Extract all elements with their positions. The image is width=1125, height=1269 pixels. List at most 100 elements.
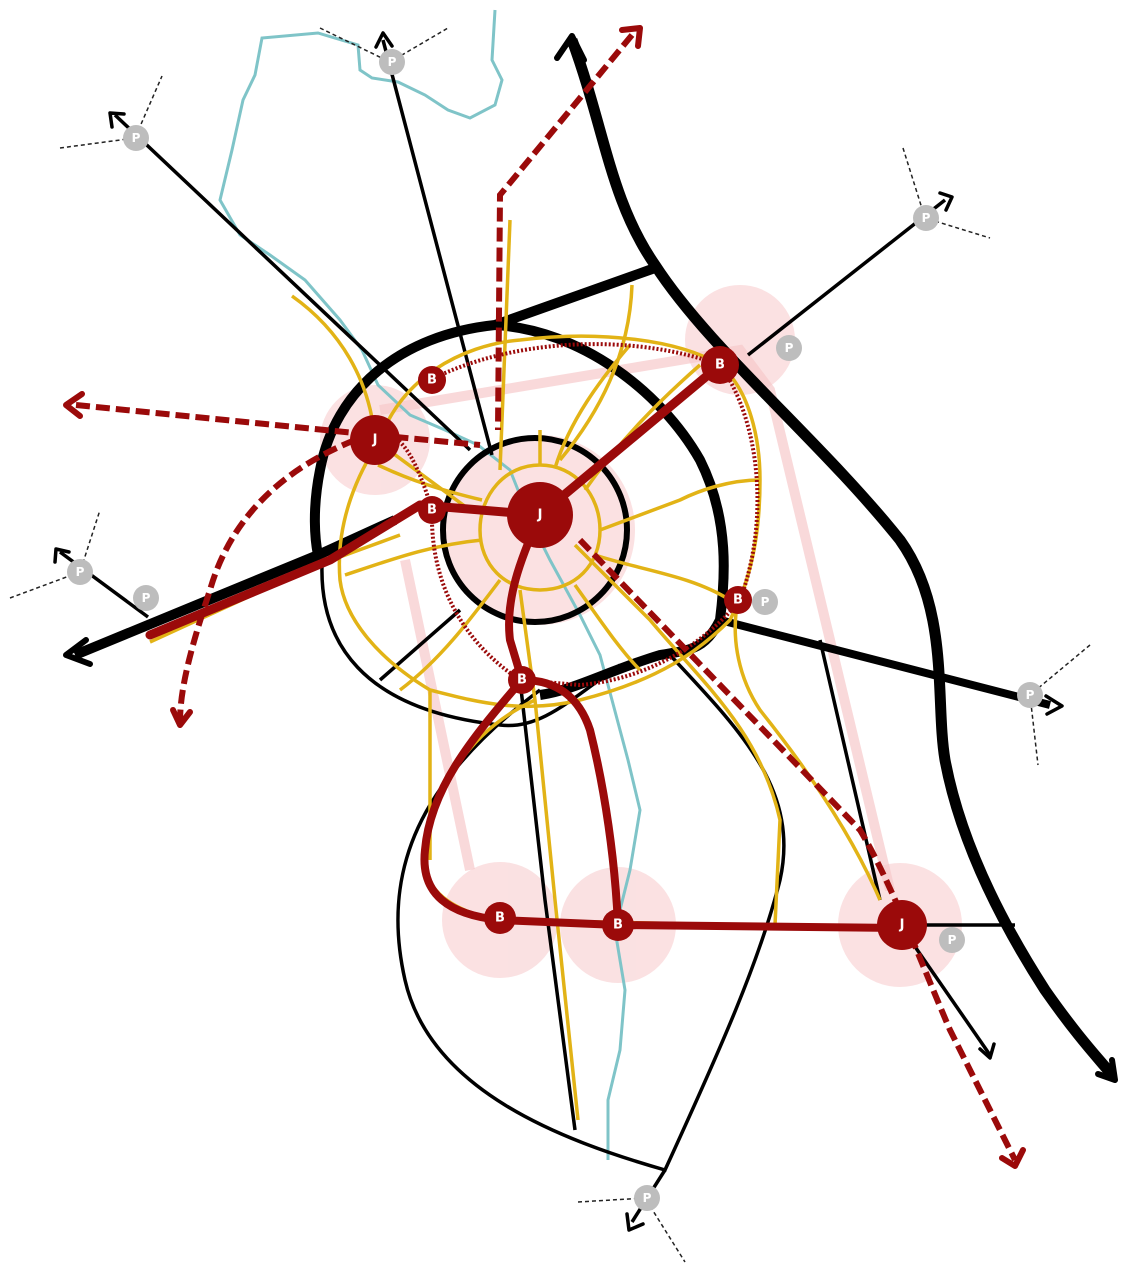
arrow-north bbox=[374, 31, 394, 49]
junction-south-east[interactable]: J bbox=[877, 900, 927, 950]
parking-north-label: P bbox=[388, 55, 397, 69]
arrow-south bbox=[625, 1212, 645, 1232]
parking-markers: P P P P P P P P bbox=[67, 49, 1043, 1211]
motorway-west bbox=[73, 515, 398, 660]
bus-station-north-east-label: B bbox=[715, 358, 725, 373]
arrow-north-west bbox=[108, 111, 126, 129]
parking-north-west[interactable]: P bbox=[123, 125, 149, 151]
parking-access-north-west bbox=[59, 75, 163, 149]
road-arrows bbox=[63, 33, 1118, 1083]
regional-rail-arrow-north bbox=[619, 25, 643, 49]
regional-rail-arrow-south-west bbox=[170, 707, 193, 728]
bus-stations: B B B B B B B bbox=[418, 346, 752, 941]
arrow-north-east bbox=[938, 191, 954, 212]
regional-rail-south-east bbox=[577, 537, 1018, 1162]
regional-rail-heads bbox=[63, 25, 1026, 1169]
bus-station-north-west[interactable]: B bbox=[418, 366, 446, 394]
arrow-south-east-motorway bbox=[1095, 1057, 1118, 1083]
bus-station-south[interactable]: B bbox=[508, 666, 536, 694]
bus-station-south-center[interactable]: B bbox=[602, 909, 634, 941]
bus-spoke-4 bbox=[573, 583, 642, 672]
bus-station-south-center-label: B bbox=[613, 918, 623, 933]
bus-station-north-east[interactable]: B bbox=[701, 346, 739, 384]
bus-station-south-west-label: B bbox=[495, 911, 505, 926]
road-north-west bbox=[113, 113, 472, 452]
local-roads bbox=[58, 39, 1015, 1223]
bus-south-east-diagonal bbox=[573, 543, 782, 926]
parking-south-label: P bbox=[643, 1191, 652, 1205]
parking-south-east[interactable]: P bbox=[939, 927, 965, 953]
arterial-east bbox=[719, 616, 1051, 709]
river bbox=[218, 9, 642, 1160]
catchment-links bbox=[379, 344, 895, 892]
regional-rail-north bbox=[495, 33, 635, 431]
bus-west-arterial bbox=[149, 533, 401, 644]
bus-inner-ring bbox=[478, 463, 602, 592]
junction-center-label: J bbox=[537, 508, 543, 523]
ring-road-outer bbox=[309, 263, 729, 700]
parking-south[interactable]: P bbox=[634, 1185, 660, 1211]
bus-spoke-9 bbox=[553, 343, 632, 469]
arrow-north-motorway bbox=[554, 33, 587, 63]
rail-south-branch bbox=[518, 676, 622, 929]
parking-access-west bbox=[9, 509, 101, 599]
main-roads bbox=[73, 38, 1117, 1079]
road-north-east bbox=[746, 198, 947, 357]
parking-east-ring-label: P bbox=[761, 595, 770, 609]
road-inner-south bbox=[378, 608, 462, 682]
regional-rail-arrow-south-east bbox=[999, 1147, 1026, 1169]
bus-station-west-label: B bbox=[427, 503, 437, 518]
junction-center[interactable]: J bbox=[507, 482, 573, 548]
bus-spoke-5 bbox=[398, 578, 502, 692]
bus-station-east-label: B bbox=[733, 593, 743, 608]
bus-north-radial bbox=[558, 284, 634, 462]
parking-north-east-ring[interactable]: P bbox=[776, 335, 802, 361]
bus-south-axis bbox=[518, 589, 580, 1121]
junction-west[interactable]: J bbox=[350, 415, 400, 465]
bus-spoke-6 bbox=[344, 538, 483, 577]
junction-south-east-label: J bbox=[899, 918, 905, 933]
bus-ring bbox=[337, 334, 762, 709]
bus-spoke-3 bbox=[594, 553, 731, 602]
parking-north[interactable]: P bbox=[379, 49, 405, 75]
bus-east-diagonal bbox=[733, 599, 882, 901]
bus-spoke-2 bbox=[599, 478, 761, 532]
arrow-west bbox=[53, 547, 71, 564]
parking-west-label: P bbox=[76, 565, 85, 579]
junction-stations: J J J bbox=[350, 415, 927, 950]
catchment-link-north bbox=[379, 344, 895, 892]
junction-west-label: J bbox=[372, 433, 378, 448]
road-east-link bbox=[818, 639, 882, 901]
motorway-east bbox=[566, 38, 1117, 1079]
parking-west-motorway[interactable]: P bbox=[133, 585, 159, 611]
parking-west[interactable]: P bbox=[67, 559, 93, 585]
bus-station-south-west[interactable]: B bbox=[484, 902, 516, 934]
rail-south-loop bbox=[420, 511, 904, 932]
parking-north-east-label: P bbox=[922, 211, 931, 225]
arrow-west-motorway bbox=[63, 637, 93, 667]
bus-station-south-label: B bbox=[517, 673, 527, 688]
road-north bbox=[381, 39, 494, 456]
road-south-axis bbox=[518, 679, 577, 1131]
parking-access-south bbox=[577, 1197, 686, 1263]
ring-road-inner bbox=[440, 435, 630, 625]
parking-south-east-label: P bbox=[948, 933, 957, 947]
parking-east[interactable]: P bbox=[1017, 682, 1043, 708]
parking-north-west-label: P bbox=[132, 131, 141, 145]
regional-rail-south-west bbox=[177, 437, 357, 723]
regional-rail-arrow-west bbox=[63, 391, 85, 419]
parking-north-east[interactable]: P bbox=[913, 205, 939, 231]
parking-north-east-ring-label: P bbox=[785, 341, 794, 355]
arrow-east bbox=[1044, 694, 1064, 716]
road-arrows-thin bbox=[53, 31, 1064, 1232]
bus-spoke-7 bbox=[377, 463, 483, 502]
parking-west-motorway-label: P bbox=[142, 591, 151, 605]
bus-station-north-west-label: B bbox=[427, 373, 437, 388]
catchment-link-west bbox=[400, 558, 475, 872]
parking-east-ring[interactable]: P bbox=[752, 589, 778, 615]
bus-north bbox=[498, 219, 512, 471]
bus-station-east[interactable]: B bbox=[724, 586, 752, 614]
bus-station-west[interactable]: B bbox=[418, 496, 446, 524]
parking-east-label: P bbox=[1026, 688, 1035, 702]
